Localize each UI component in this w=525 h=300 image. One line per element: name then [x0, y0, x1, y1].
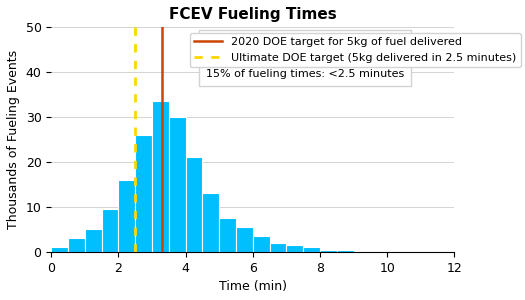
- Bar: [51, 247, 68, 252]
- X-axis label: Time (min): Time (min): [219, 280, 287, 293]
- Bar: [119, 180, 135, 252]
- Bar: [135, 135, 152, 252]
- Y-axis label: Thousands of Fueling Events: Thousands of Fueling Events: [7, 50, 20, 229]
- Bar: [68, 238, 85, 252]
- Bar: [286, 245, 303, 252]
- Bar: [202, 194, 219, 252]
- Bar: [387, 251, 404, 252]
- Bar: [353, 251, 370, 252]
- Legend: 2020 DOE target for 5kg of fuel delivered, Ultimate DOE target (5kg delivered in: 2020 DOE target for 5kg of fuel delivere…: [190, 33, 521, 67]
- Bar: [169, 117, 185, 252]
- Bar: [236, 227, 253, 252]
- Bar: [370, 251, 387, 252]
- Title: FCEV Fueling Times: FCEV Fueling Times: [169, 7, 337, 22]
- Bar: [152, 101, 169, 252]
- Bar: [85, 229, 102, 252]
- Bar: [337, 250, 353, 252]
- Bar: [404, 251, 421, 252]
- Bar: [303, 247, 320, 252]
- Bar: [219, 218, 236, 252]
- Bar: [102, 209, 119, 252]
- Bar: [269, 243, 286, 252]
- Bar: [185, 158, 202, 252]
- Bar: [253, 236, 269, 252]
- Text: Average fueling time: 3.7 minutes
37% of fueling times: <3.3 minutes
15% of fuel: Average fueling time: 3.7 minutes 37% of…: [206, 36, 404, 79]
- Bar: [320, 250, 337, 252]
